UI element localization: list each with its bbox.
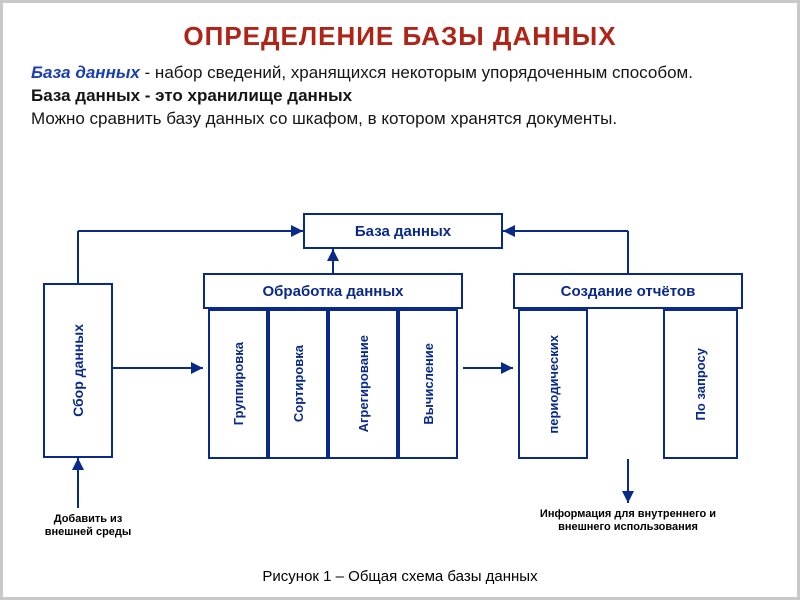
box-report-sub-0: периодических [518,309,588,459]
label-add-external: Добавить из внешней среды [33,513,143,539]
page-title: ОПРЕДЕЛЕНИЕ БАЗЫ ДАННЫХ [31,21,769,52]
box-process-sub-2: Агрегирование [328,309,398,459]
box-process-sub-0: Группировка [208,309,268,459]
box-collect: Сбор данных [43,283,113,458]
box-database: База данных [303,213,503,249]
def-text-1: - набор сведений, хранящихся некоторым у… [140,63,693,82]
box-process-sub-3: Вычисление [398,309,458,459]
box-reports: Создание отчётов [513,273,743,309]
database-diagram: База данныхСбор данныхОбработка данныхСо… [43,213,763,563]
def-line-3: Можно сравнить базу данных со шкафом, в … [31,109,617,128]
definition-paragraph: База данных - набор сведений, хранящихся… [31,62,769,131]
box-process-sub-1: Сортировка [268,309,328,459]
box-process: Обработка данных [203,273,463,309]
figure-caption: Рисунок 1 – Общая схема базы данных [3,568,797,585]
def-line-2: База данных - это хранилище данных [31,86,352,105]
box-report-sub-1: По запросу [663,309,738,459]
term: База данных [31,63,140,82]
label-info-usage: Информация для внутреннего и внешнего ис… [528,508,728,534]
